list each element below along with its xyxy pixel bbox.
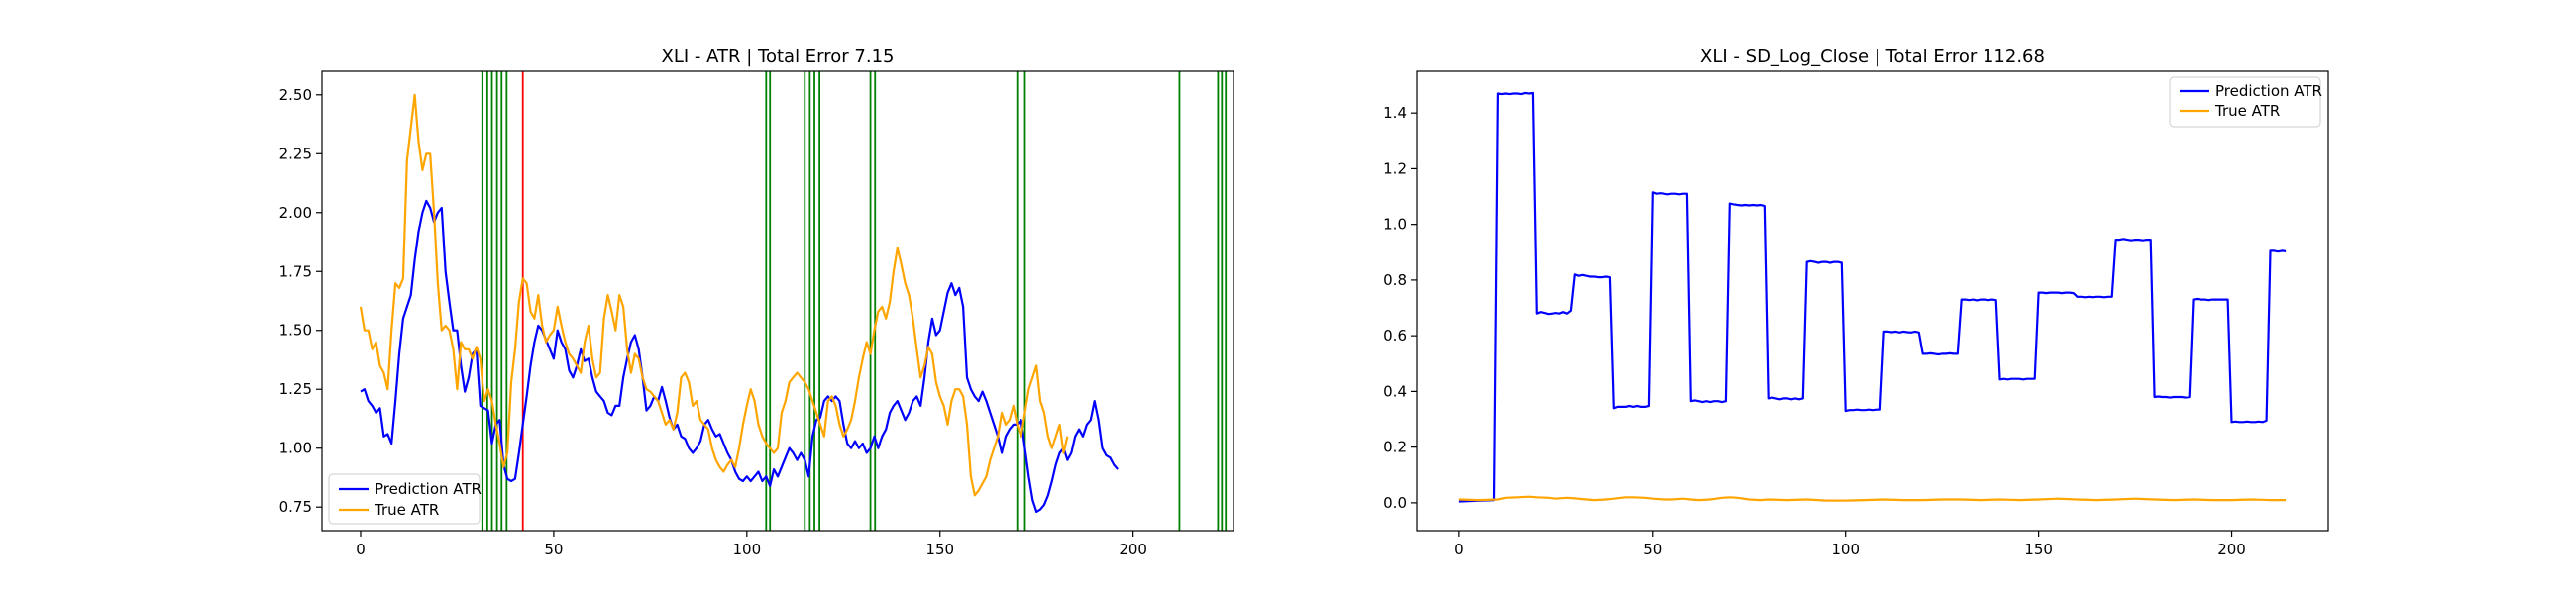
x-tick-label: 100	[732, 541, 761, 558]
legend-box	[2169, 76, 2321, 128]
y-tick-label: 0.0	[1383, 494, 1407, 512]
legend-box	[328, 473, 481, 525]
y-tick-label: 0.2	[1383, 439, 1407, 456]
legend-label-prediction: Prediction ATR	[2215, 82, 2322, 100]
y-tick-label: 2.50	[279, 86, 312, 104]
chart-title: XLI - ATR | Total Error 7.15	[662, 47, 895, 67]
x-tick-label: 100	[1831, 541, 1860, 558]
y-tick-label: 0.8	[1383, 271, 1407, 289]
series-line-true	[359, 93, 1069, 497]
x-tick-label: 150	[925, 541, 954, 558]
legend-label-true: True ATR	[2214, 102, 2280, 120]
legend: Prediction ATR True ATR	[2169, 76, 2322, 128]
y-tick-label: 1.4	[1383, 104, 1407, 122]
y-tick-label: 0.75	[279, 498, 312, 516]
chart-sd-log-close: XLI - SD_Log_Close | Total Error 112.68 …	[1383, 47, 2329, 558]
y-axis: 0.0 0.2 0.4 0.6 0.8 1.0 1.2 1.4	[1383, 104, 1417, 512]
x-tick-label: 150	[2024, 541, 2053, 558]
signal-lines	[481, 71, 1228, 531]
y-tick-label: 1.2	[1383, 159, 1407, 177]
chart-title: XLI - SD_Log_Close | Total Error 112.68	[1700, 47, 2045, 67]
y-tick-label: 1.50	[279, 322, 312, 340]
series-lines	[1458, 91, 2287, 503]
x-tick-label: 50	[544, 541, 563, 558]
x-tick-label: 200	[1119, 541, 1147, 558]
plot-frame	[321, 70, 1234, 532]
legend: Prediction ATR True ATR	[328, 473, 482, 525]
x-tick-label: 0	[356, 541, 366, 558]
y-tick-label: 1.25	[279, 380, 312, 398]
y-tick-label: 1.00	[279, 440, 312, 457]
y-tick-label: 1.0	[1383, 216, 1407, 234]
chart-atr: XLI - ATR | Total Error 7.15 0 50 100 150 20…	[279, 47, 1234, 558]
legend-label-prediction: Prediction ATR	[375, 480, 482, 498]
series-line-true	[1458, 495, 2287, 502]
y-tick-label: 0.4	[1383, 382, 1407, 400]
x-tick-label: 50	[1643, 541, 1662, 558]
series-line-prediction	[1458, 91, 2287, 503]
x-axis: 0 50 100 150 200	[356, 531, 1147, 558]
x-axis: 0 50 100 150 200	[1454, 531, 2246, 558]
y-axis: 0.75 1.00 1.25 1.50 1.75 2.00 2.25 2.50	[279, 86, 322, 516]
x-tick-label: 0	[1454, 541, 1464, 558]
plot-frame	[1416, 70, 2329, 532]
y-tick-label: 2.00	[279, 204, 312, 222]
legend-label-true: True ATR	[374, 501, 439, 519]
x-tick-label: 200	[2217, 541, 2246, 558]
y-tick-label: 2.25	[279, 145, 312, 162]
series-lines	[359, 93, 1119, 514]
y-tick-label: 0.6	[1383, 327, 1407, 345]
y-tick-label: 1.75	[279, 262, 312, 280]
series-line-prediction	[360, 199, 1119, 514]
